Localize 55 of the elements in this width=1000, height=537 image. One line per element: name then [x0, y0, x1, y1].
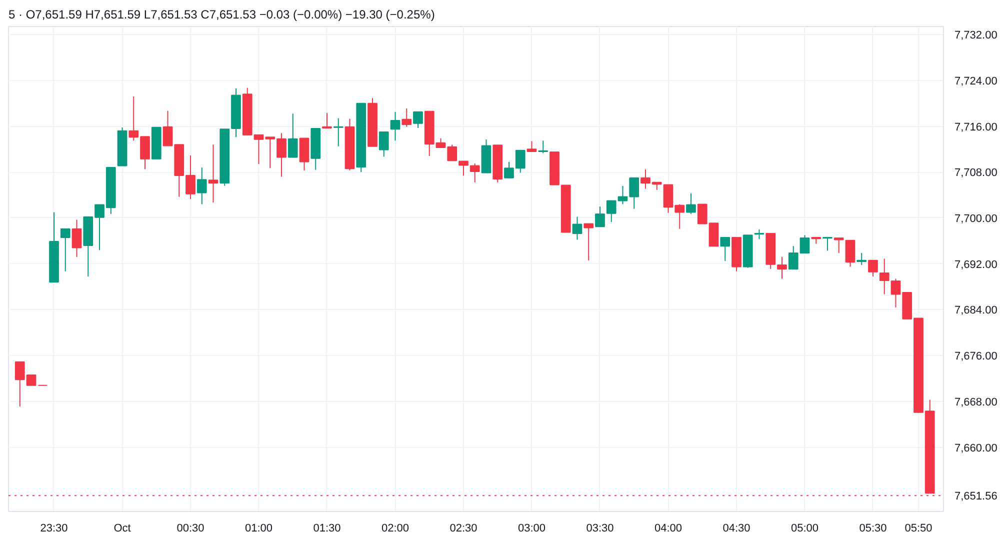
- candlestick: [72, 219, 82, 258]
- x-tick-label: 03:30: [586, 522, 614, 534]
- candlestick: [720, 236, 730, 262]
- x-tick-label: 03:00: [518, 522, 546, 534]
- x-tick-label: 00:30: [176, 522, 204, 534]
- x-tick-label: 04:30: [722, 522, 750, 534]
- x-tick-label: 01:00: [244, 522, 273, 534]
- y-tick-label: 7,708.00: [954, 167, 998, 180]
- candlestick: [196, 167, 207, 205]
- candlestick: [584, 223, 594, 261]
- ref-line-label: 7,651.56: [954, 490, 998, 503]
- candlestick: [378, 131, 389, 158]
- x-tick-label: 05:00: [790, 522, 818, 534]
- candlestick: [686, 192, 696, 214]
- x-tick-label: 04:00: [654, 522, 682, 534]
- candlestick: [402, 108, 412, 128]
- candlestick: [299, 138, 310, 171]
- candlestick: [390, 111, 400, 142]
- candlestick: [879, 258, 890, 295]
- x-tick-label: 23:30: [40, 522, 68, 534]
- candlestick: [868, 260, 878, 277]
- y-tick-label: 7,716.00: [954, 121, 998, 134]
- y-tick-label: 7,724.00: [954, 75, 998, 88]
- y-tick-label: 7,684.00: [954, 304, 998, 317]
- candlestick: [208, 144, 218, 203]
- candlestick: [777, 256, 787, 280]
- y-tick-label: 7,692.00: [954, 258, 998, 271]
- y-tick-label: 7,700.00: [954, 212, 998, 225]
- candlestick: [288, 113, 298, 158]
- candlestick: [470, 163, 480, 183]
- candlestick: [856, 252, 867, 266]
- x-tick-label: 05:50: [904, 522, 932, 534]
- x-tick-label: 01:30: [313, 522, 341, 534]
- candlestick: [845, 240, 856, 268]
- x-tick-label: 02:30: [450, 522, 478, 534]
- x-tick-label: Oct: [114, 522, 131, 534]
- candlestick: [754, 228, 764, 240]
- x-tick-label: 05:30: [859, 522, 887, 534]
- candlestick: [538, 140, 548, 154]
- candlestick: [572, 216, 582, 240]
- candlestick: [333, 118, 344, 147]
- candlestick: [834, 238, 844, 254]
- y-tick-label: 7,732.00: [954, 30, 998, 42]
- x-tick-label: 02:00: [381, 522, 410, 534]
- candlestick: [595, 206, 605, 228]
- candlestick: [60, 228, 70, 272]
- candlestick: [322, 112, 332, 128]
- candlestick: [458, 160, 468, 176]
- chart-title: 5 · O7,651.59 H7,651.59 L7,651.53 C7,651.53 −0.03 (−0.00%) −19.30 (−0.25%): [8, 8, 435, 22]
- candlestick: [413, 111, 423, 128]
- candlestick: [822, 236, 832, 252]
- y-tick-label: 7,668.00: [954, 396, 998, 408]
- candlestick: [526, 140, 537, 152]
- y-tick-label: 7,676.00: [954, 350, 998, 363]
- y-tick-label: 7,660.00: [954, 442, 998, 454]
